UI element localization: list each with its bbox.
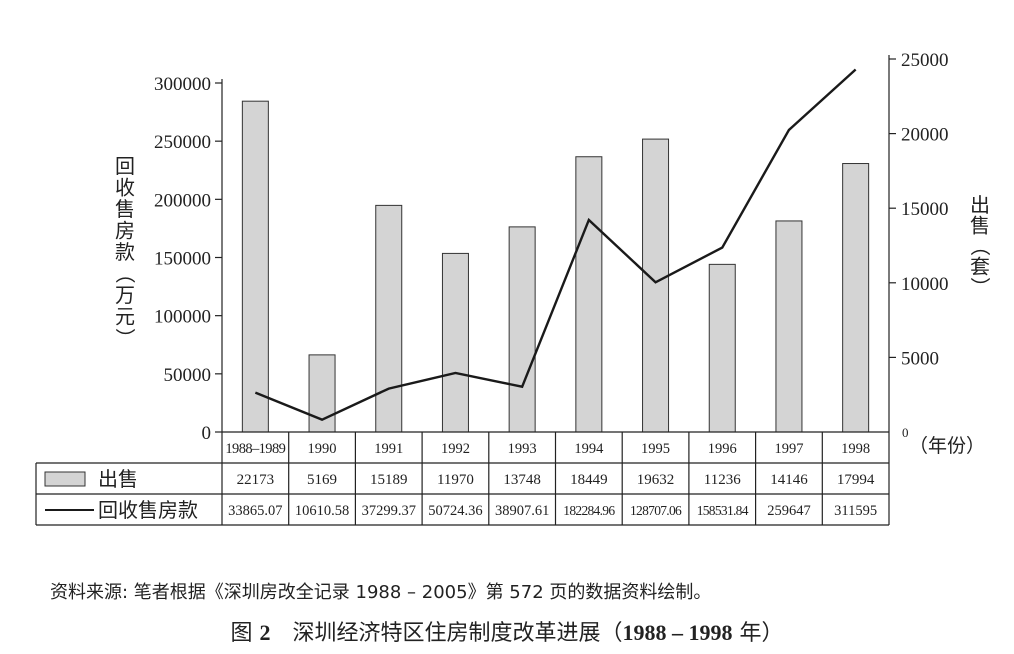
right-axis-label-char: ） (968, 277, 992, 297)
caption-years: 1988 – 1998 (622, 620, 733, 645)
right-axis-tick-label: 25000 (901, 50, 949, 71)
right-axis-tick-label: 0 (902, 425, 909, 440)
bar (441, 252, 469, 433)
left-axis-tick-label: 300000 (154, 74, 211, 95)
table-cell-bar-value: 22173 (237, 472, 275, 488)
left-axis-label-char: 房 (115, 219, 135, 243)
right-axis-tick-label: 15000 (901, 199, 949, 220)
category-label: 1998 (841, 441, 870, 457)
table-cell-line-value: 182284.96 (563, 503, 615, 518)
legend-line-label: 回收售房款 (98, 498, 198, 522)
table-cell-line-value: 259647 (767, 503, 811, 519)
bar (775, 220, 803, 433)
left-axis-tick-label: 250000 (154, 132, 211, 153)
category-label: 1997 (774, 441, 803, 457)
right-axis-label-char: 出 (970, 193, 990, 217)
table-cell-line-value: 33865.07 (228, 503, 282, 519)
right-axis-tick-label: 5000 (901, 348, 939, 369)
left-axis-label-char: 回 (115, 154, 135, 178)
table-cell-bar-value: 5169 (307, 472, 337, 488)
table-cell-line-value: 10610.58 (295, 503, 349, 519)
bar (708, 263, 736, 433)
table-cell-bar-value: 17994 (837, 472, 875, 488)
left-axis-tick-label: 100000 (154, 307, 211, 328)
table-cell-bar-value: 11236 (704, 472, 741, 488)
left-axis-tick-label: 200000 (154, 190, 211, 211)
table-cell-line-value: 158531.84 (697, 503, 749, 518)
bar (575, 156, 603, 433)
table-cell-bar-value: 14146 (770, 472, 808, 488)
category-label: 1995 (641, 441, 670, 457)
category-label: 1996 (708, 441, 737, 457)
table-cell-bar-value: 19632 (637, 472, 675, 488)
category-label: 1992 (441, 441, 470, 457)
table-cell-bar-value: 15189 (370, 472, 408, 488)
bar (241, 100, 269, 433)
right-axis-label-char: （ (968, 236, 992, 256)
category-label: 1991 (374, 441, 403, 457)
left-axis-label-char: 万 (115, 283, 135, 307)
table-cell-bar-value: 11970 (437, 472, 474, 488)
category-label: 1988–1989 (225, 441, 285, 457)
left-axis-tick-label: 0 (202, 423, 212, 444)
caption-number: 2 (259, 620, 271, 645)
bar (642, 138, 670, 433)
category-label: 1994 (574, 441, 604, 457)
bar (375, 204, 403, 433)
caption-title: 深圳经济特区住房制度改革进展（ (292, 621, 623, 646)
legend-bar-label: 出售 (98, 467, 138, 491)
table-cell-line-value: 311595 (834, 503, 877, 519)
table-cell-line-value: 37299.37 (362, 503, 416, 519)
bar (842, 163, 870, 433)
left-axis-label-char: 款 (115, 240, 135, 264)
left-axis-label-char: 元 (115, 305, 135, 329)
category-label: 1993 (508, 441, 537, 457)
table-cell-line-value: 50724.36 (428, 503, 482, 519)
legend-bar-swatch (44, 471, 86, 487)
table-cell-bar-value: 13748 (503, 472, 541, 488)
combo-chart: 0 50000 100000 150000 200000 250000 300000 0 500… (35, 50, 992, 526)
left-axis-label-char: 收 (115, 176, 135, 200)
x-unit-label: （年份） (909, 435, 985, 457)
right-axis-label-char: 套 (970, 255, 990, 279)
right-axis-tick-label: 20000 (901, 125, 949, 146)
series-line (254, 68, 857, 421)
table-cell-bar-value: 18449 (570, 472, 608, 488)
bar (508, 226, 536, 433)
category-label: 1990 (308, 441, 337, 457)
table-cell-line-value: 38907.61 (495, 503, 549, 519)
caption-prefix: 图 (230, 621, 253, 646)
caption-suffix: 年） (732, 621, 784, 646)
figure-caption: 图 2 深圳经济特区住房制度改革进展（1988 – 1998 年） (0, 615, 1014, 647)
left-axis-tick-label: 150000 (154, 249, 211, 270)
left-axis-tick-label: 50000 (164, 365, 212, 386)
left-axis-label-char: ） (113, 328, 137, 348)
right-axis-tick-label: 10000 (901, 274, 949, 295)
left-axis-label-char: （ (113, 264, 137, 284)
table-cell-line-value: 128707.06 (630, 503, 682, 518)
left-axis-label-char: 售 (115, 197, 135, 221)
right-axis-label-char: 售 (970, 214, 990, 238)
source-note: 资料来源: 笔者根据《深圳房改全记录 1988 – 2005》第 572 页的数… (50, 582, 712, 603)
